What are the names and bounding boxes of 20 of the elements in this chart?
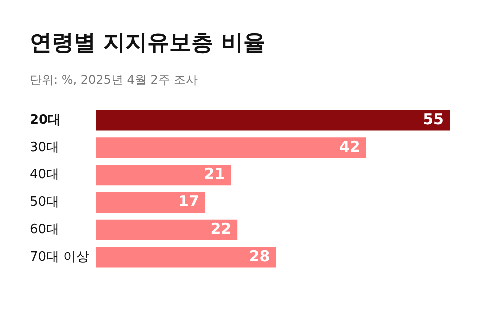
y-tick-label: 30대 [30,140,60,156]
bar [96,165,232,186]
data-label: 21 [204,165,226,184]
bar [96,247,276,268]
y-tick-label: 60대 [30,222,60,238]
data-label: 42 [339,138,360,156]
data-label: 17 [178,192,200,211]
y-tick-label: 40대 [30,168,60,183]
y-tick-label: 50대 [30,195,60,210]
data-label: 28 [249,247,270,266]
data-label: 55 [423,110,444,128]
chart-title: 연령별 지지유보층 비율 [30,30,266,58]
bar [96,110,450,131]
y-tick-label: 20대 [30,112,62,128]
bar [96,138,366,158]
chart-subtitle: 단위: %, 2025년 4월 2주 조사 [30,72,198,89]
bar [96,220,238,240]
y-tick-label: 70대 이상 [30,250,90,265]
bar [96,192,206,213]
data-label: 22 [210,220,232,238]
